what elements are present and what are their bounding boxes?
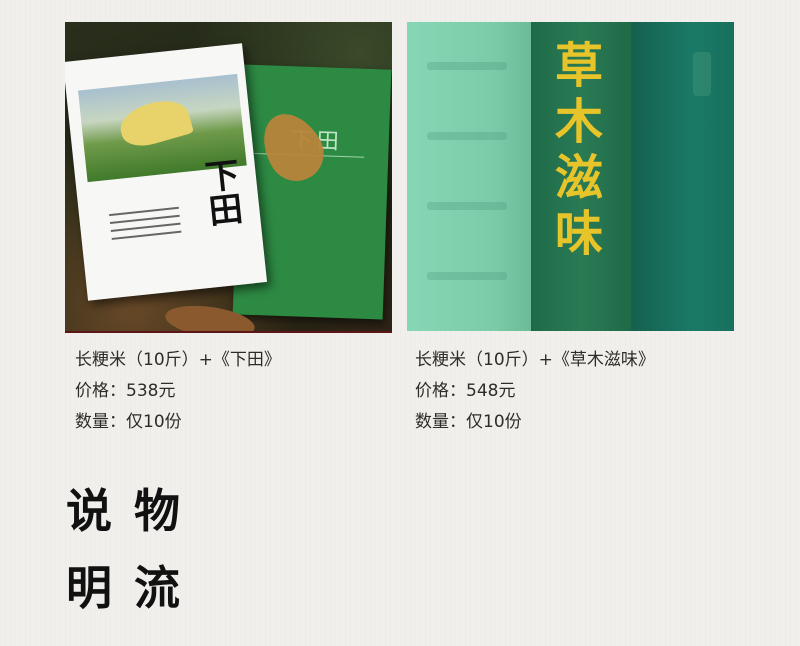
book-spine: 草木滋味 (531, 22, 631, 331)
book-pages (407, 22, 531, 331)
product-name: 长粳米（10斤）+《下田》 (75, 350, 281, 370)
book-cover-side (631, 22, 734, 331)
product-caption-right: 长粳米（10斤）+《草木滋味》 价格：548元 数量：仅10份 (415, 345, 655, 438)
white-book-title: 下田 (196, 156, 244, 229)
product-quantity: 数量：仅10份 (75, 412, 182, 432)
cover-mark (693, 52, 711, 96)
product-price: 价格：538元 (75, 381, 176, 401)
product-caption-left: 长粳米（10斤）+《下田》 价格：538元 数量：仅10份 (75, 345, 281, 438)
product-quantity: 数量：仅10份 (415, 412, 522, 432)
spine-title: 草木滋味 (554, 38, 603, 262)
product-photo-caomu: 草木滋味 (407, 22, 734, 331)
white-book-cover: 下田 (65, 43, 268, 301)
product-photo-xiatian: 下田 下田 (65, 22, 392, 333)
section-heading-row2: 明流 (66, 561, 202, 615)
section-heading-row1: 说物 (66, 484, 202, 538)
book-text-lines (108, 201, 182, 246)
product-name: 长粳米（10斤）+《草木滋味》 (415, 350, 655, 370)
product-price: 价格：548元 (415, 381, 516, 401)
